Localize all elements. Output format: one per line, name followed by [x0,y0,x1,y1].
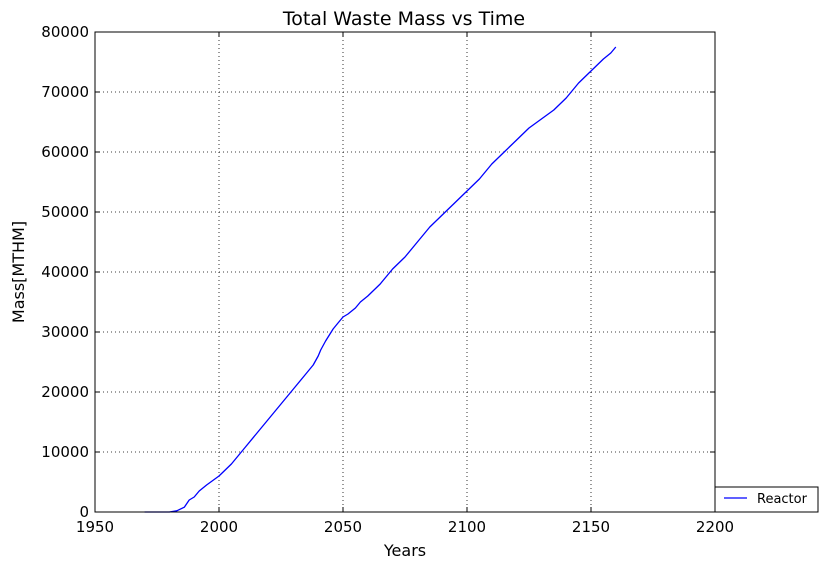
y-tick-label: 20000 [41,383,89,401]
y-tick-label: 10000 [41,443,89,461]
y-tick-label: 70000 [41,83,89,101]
x-tick-label: 2050 [324,518,362,536]
series-line-reactor [144,46,617,513]
x-tick-labels: 1950 2000 2050 2100 2150 2200 [76,518,734,536]
axis-ticks [94,31,716,513]
y-axis-label: Mass[MTHM] [9,221,28,323]
series-layer [144,46,617,513]
y-tick-label: 40000 [41,263,89,281]
legend-label-reactor: Reactor [757,492,808,507]
y-tick-label: 0 [79,503,89,521]
grid [95,32,715,512]
y-tick-label: 30000 [41,323,89,341]
y-tick-label: 50000 [41,203,89,221]
x-axis-label: Years [383,541,426,560]
y-tick-labels: 0 10000 20000 30000 40000 50000 60000 70000 8000… [41,23,89,521]
y-tick-label: 80000 [41,23,89,41]
x-tick-label: 2150 [572,518,610,536]
x-tick-label: 2000 [200,518,238,536]
chart-title: Total Waste Mass vs Time [282,8,525,30]
x-tick-label: 2100 [448,518,486,536]
y-tick-label: 60000 [41,143,89,161]
legend: Reactor [714,486,819,513]
legend-box [714,486,819,513]
x-tick-label: 1950 [76,518,114,536]
x-tick-label: 2200 [696,518,734,536]
